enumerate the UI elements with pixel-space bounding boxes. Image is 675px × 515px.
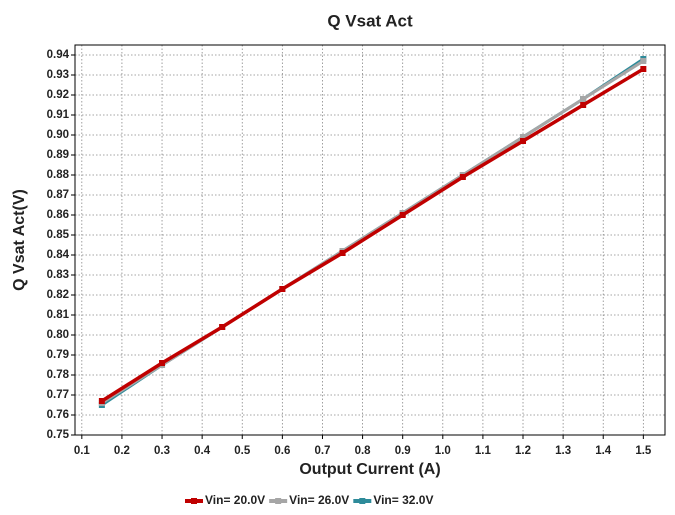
legend-marker	[275, 498, 282, 504]
y-tick-label: 0.90	[47, 129, 69, 141]
point-marker	[98, 398, 105, 404]
x-tick-label: 0.5	[234, 445, 251, 457]
point-marker	[520, 138, 527, 144]
x-tick-label: 0.3	[154, 445, 170, 457]
x-tick-label: 1.5	[635, 445, 652, 457]
legend-label: Vin= 20.0V	[205, 493, 265, 507]
y-tick-label: 0.79	[47, 349, 69, 361]
y-tick-label: 0.78	[47, 369, 70, 381]
series-line	[100, 67, 645, 403]
x-tick-label: 1.2	[515, 445, 531, 457]
point-marker	[399, 212, 406, 218]
y-tick-label: 0.80	[47, 329, 69, 341]
point-marker	[279, 286, 286, 292]
y-axis-label: Q Vsat Act(V)	[11, 189, 28, 291]
point-marker	[640, 58, 647, 64]
x-tick-label: 1.4	[595, 445, 612, 457]
y-tick-label: 0.76	[47, 409, 69, 421]
y-tick-label: 0.87	[47, 189, 69, 201]
y-tick-label: 0.82	[47, 289, 69, 301]
chart-title: Q Vsat Act	[327, 11, 413, 30]
y-tick-label: 0.81	[47, 309, 70, 321]
point-marker	[159, 360, 166, 366]
plot-frame	[74, 44, 666, 436]
y-tick-label: 0.77	[47, 389, 69, 401]
x-tick-label: 0.7	[314, 445, 330, 457]
y-tick-label: 0.93	[47, 69, 69, 81]
y-tick-label: 0.83	[47, 269, 69, 281]
point-marker	[339, 250, 346, 256]
x-tick-label: 0.2	[114, 445, 130, 457]
point-marker	[640, 66, 647, 72]
y-tick-label: 0.91	[47, 109, 70, 121]
x-tick-label: 0.8	[355, 445, 372, 457]
point-marker	[580, 96, 587, 102]
y-tick-label: 0.86	[47, 209, 69, 221]
y-tick-label: 0.89	[47, 149, 69, 161]
y-tick-label: 0.88	[47, 169, 70, 181]
legend-marker	[359, 498, 366, 504]
y-tick-label: 0.75	[47, 429, 70, 441]
x-tick-label: 1.3	[555, 445, 571, 457]
point-marker	[459, 174, 466, 180]
legend-label: Vin= 32.0V	[373, 493, 433, 507]
legend-marker	[191, 498, 197, 504]
point-marker	[580, 102, 587, 108]
x-axis-label: Output Current (A)	[299, 461, 440, 478]
x-tick-label: 0.9	[395, 445, 411, 457]
point-marker	[219, 324, 226, 330]
point-marker	[520, 134, 527, 140]
x-tick-label: 0.4	[194, 445, 211, 457]
x-tick-label: 0.6	[274, 445, 290, 457]
legend-label: Vin= 26.0V	[289, 493, 349, 507]
x-tick-label: 1.1	[475, 445, 492, 457]
y-tick-label: 0.85	[47, 229, 70, 241]
x-tick-label: 0.1	[74, 445, 91, 457]
x-tick-label: 1.0	[435, 445, 451, 457]
y-tick-label: 0.84	[47, 249, 70, 261]
y-tick-label: 0.92	[47, 89, 69, 101]
y-tick-label: 0.94	[47, 49, 70, 61]
